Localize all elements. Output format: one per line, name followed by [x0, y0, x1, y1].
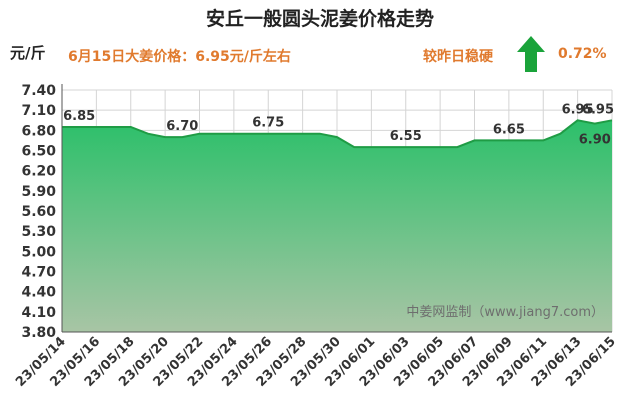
y-tick-label: 5.00 — [21, 244, 56, 260]
data-label: 6.95 — [582, 102, 614, 117]
y-tick-label: 6.20 — [21, 164, 56, 180]
data-label: 6.75 — [252, 116, 284, 131]
price-headline: 6月15日大姜价格：6.95元/斤左右 — [68, 49, 291, 65]
y-tick-label: 5.30 — [21, 224, 56, 240]
y-tick-label: 6.50 — [21, 144, 56, 160]
y-tick-label: 4.40 — [21, 285, 56, 301]
y-tick-label: 4.70 — [21, 265, 56, 281]
unit-label: 元/斤 — [10, 44, 46, 62]
data-label: 6.90 — [579, 133, 611, 148]
data-label: 6.65 — [493, 122, 525, 137]
data-label: 6.55 — [390, 129, 422, 144]
y-tick-label: 7.10 — [21, 103, 56, 119]
change-percent: 0.72% — [558, 46, 607, 62]
arrow-up-icon — [517, 36, 545, 72]
y-tick-label: 5.60 — [21, 204, 56, 220]
y-tick-label: 5.90 — [21, 184, 56, 200]
watermark-text: 中姜网监制（www.jiang7.com） — [406, 305, 604, 320]
y-tick-label: 3.80 — [21, 325, 56, 341]
chart-title: 安丘一般圆头泥姜价格走势 — [205, 8, 434, 30]
data-label: 6.95 — [562, 102, 594, 117]
data-label: 6.70 — [166, 119, 198, 134]
y-tick-label: 7.40 — [21, 83, 56, 99]
y-tick-label: 6.80 — [21, 123, 56, 139]
data-label: 6.85 — [63, 109, 95, 124]
y-tick-label: 4.10 — [21, 305, 56, 321]
price-area — [62, 120, 612, 332]
price-line — [62, 119, 613, 149]
compare-label: 较昨日稳硬 — [423, 49, 493, 65]
